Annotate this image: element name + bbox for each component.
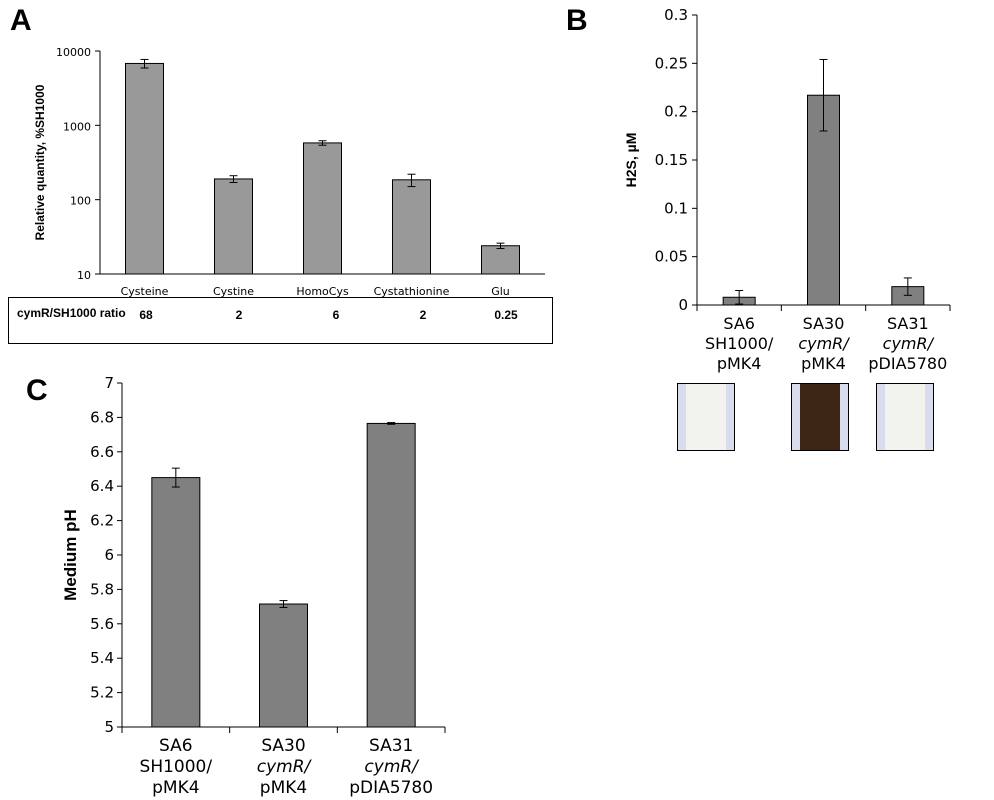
y-tick-label-b: 0.05 (655, 248, 688, 266)
x-tick-label-c-0-line2: SH1000/ (140, 757, 213, 777)
x-tick-label-c-2-line1: SA31 (369, 736, 413, 756)
y-tick-label-c: 6.8 (90, 408, 114, 426)
y-tick-label-b: 0 (678, 296, 688, 314)
y-axis-label-b: H2S, µM (623, 133, 639, 188)
y-tick-label-c: 7 (104, 374, 114, 392)
y-tick-label-c: 5 (104, 718, 114, 736)
h2s-strip-sa6 (677, 383, 735, 451)
bar-a-1 (214, 178, 253, 275)
ratio-value-glu: 0.25 (494, 308, 518, 322)
x-tick-label-c-1-line3: pMK4 (260, 778, 307, 798)
y-tick-label-a: 1000 (63, 120, 91, 133)
panel-letter-b: B (566, 4, 588, 37)
bar-c-1 (259, 603, 308, 728)
y-tick-label-c: 6.6 (90, 443, 114, 461)
x-tick-label-b-0-line3: pMK4 (717, 354, 762, 373)
h2s-strip-sa30 (791, 383, 849, 451)
y-tick-label-c: 5.8 (90, 580, 114, 598)
y-tick-label-c: 5.2 (90, 684, 114, 702)
x-tick-label-b-1-line2: cymR/ (798, 334, 850, 353)
x-tick-label-c-0-line3: pMK4 (152, 778, 199, 798)
x-tick-label-a-0: Cysteine (121, 285, 169, 298)
bar-c-2 (366, 422, 416, 728)
x-tick-label-c-2-line2: cymR/ (364, 757, 420, 777)
x-tick-label-a-4: Glu (491, 285, 510, 298)
panel-letter-c: C (26, 374, 48, 407)
ratio-value-cystine: 2 (235, 308, 243, 322)
ratio-value-cystathionine: 2 (419, 308, 427, 322)
y-axis-label-c: Medium pH (61, 509, 80, 601)
x-tick-label-b-2-line3: pDIA5780 (868, 354, 947, 373)
bar-a-2 (303, 142, 342, 275)
y-tick-label-a: 10000 (56, 46, 91, 59)
y-tick-label-c: 6.4 (90, 477, 114, 495)
bar-a-0 (125, 62, 164, 275)
x-tick-label-b-2-line2: cymR/ (883, 334, 935, 353)
y-tick-label-c: 5.4 (90, 649, 114, 667)
y-axis-label-a: Relative quantity, %SH1000 (33, 84, 47, 240)
x-tick-label-c-1-line2: cymR/ (257, 757, 313, 777)
x-tick-label-b-2-line1: SA31 (887, 314, 929, 333)
ratio-value-cysteine: 68 (139, 308, 153, 322)
x-tick-label-a-2: HomoCys (296, 285, 349, 298)
x-tick-label-c-0-line1: SA6 (159, 736, 193, 756)
y-tick-label-b: 0.3 (664, 6, 688, 24)
y-tick-label-b: 0.1 (664, 199, 688, 217)
y-tick-label-c: 5.6 (90, 615, 114, 633)
x-tick-label-b-1-line3: pMK4 (801, 354, 846, 373)
x-tick-label-c-1-line1: SA30 (261, 736, 305, 756)
ratio-value-homocys: 6 (332, 308, 340, 322)
x-tick-label-b-0-line1: SA6 (723, 314, 755, 333)
x-tick-label-a-3: Cystathionine (374, 285, 450, 298)
x-tick-label-a-1: Cystine (213, 285, 254, 298)
bar-a-4 (481, 245, 520, 275)
ratio-table: cymR/SH1000 ratio 68 2 6 2 0.25 (8, 297, 553, 344)
y-tick-label-b: 0.15 (655, 151, 688, 169)
y-tick-label-b: 0.2 (664, 103, 688, 121)
x-tick-label-b-1-line1: SA30 (803, 314, 845, 333)
y-tick-label-c: 6.2 (90, 512, 114, 530)
bar-a-3 (392, 179, 431, 275)
y-tick-label-b: 0.25 (655, 54, 688, 72)
x-tick-label-b-0-line2: SH1000/ (705, 334, 774, 353)
y-tick-label-a: 100 (70, 195, 91, 208)
y-tick-label-c: 6 (104, 546, 114, 564)
y-tick-label-a: 10 (77, 269, 91, 282)
ratio-label: cymR/SH1000 ratio (17, 306, 126, 320)
panel-letter-a: A (10, 4, 32, 37)
x-tick-label-c-2-line3: pDIA5780 (349, 778, 433, 798)
bar-c-0 (151, 477, 201, 728)
h2s-strip-sa31 (876, 383, 934, 451)
